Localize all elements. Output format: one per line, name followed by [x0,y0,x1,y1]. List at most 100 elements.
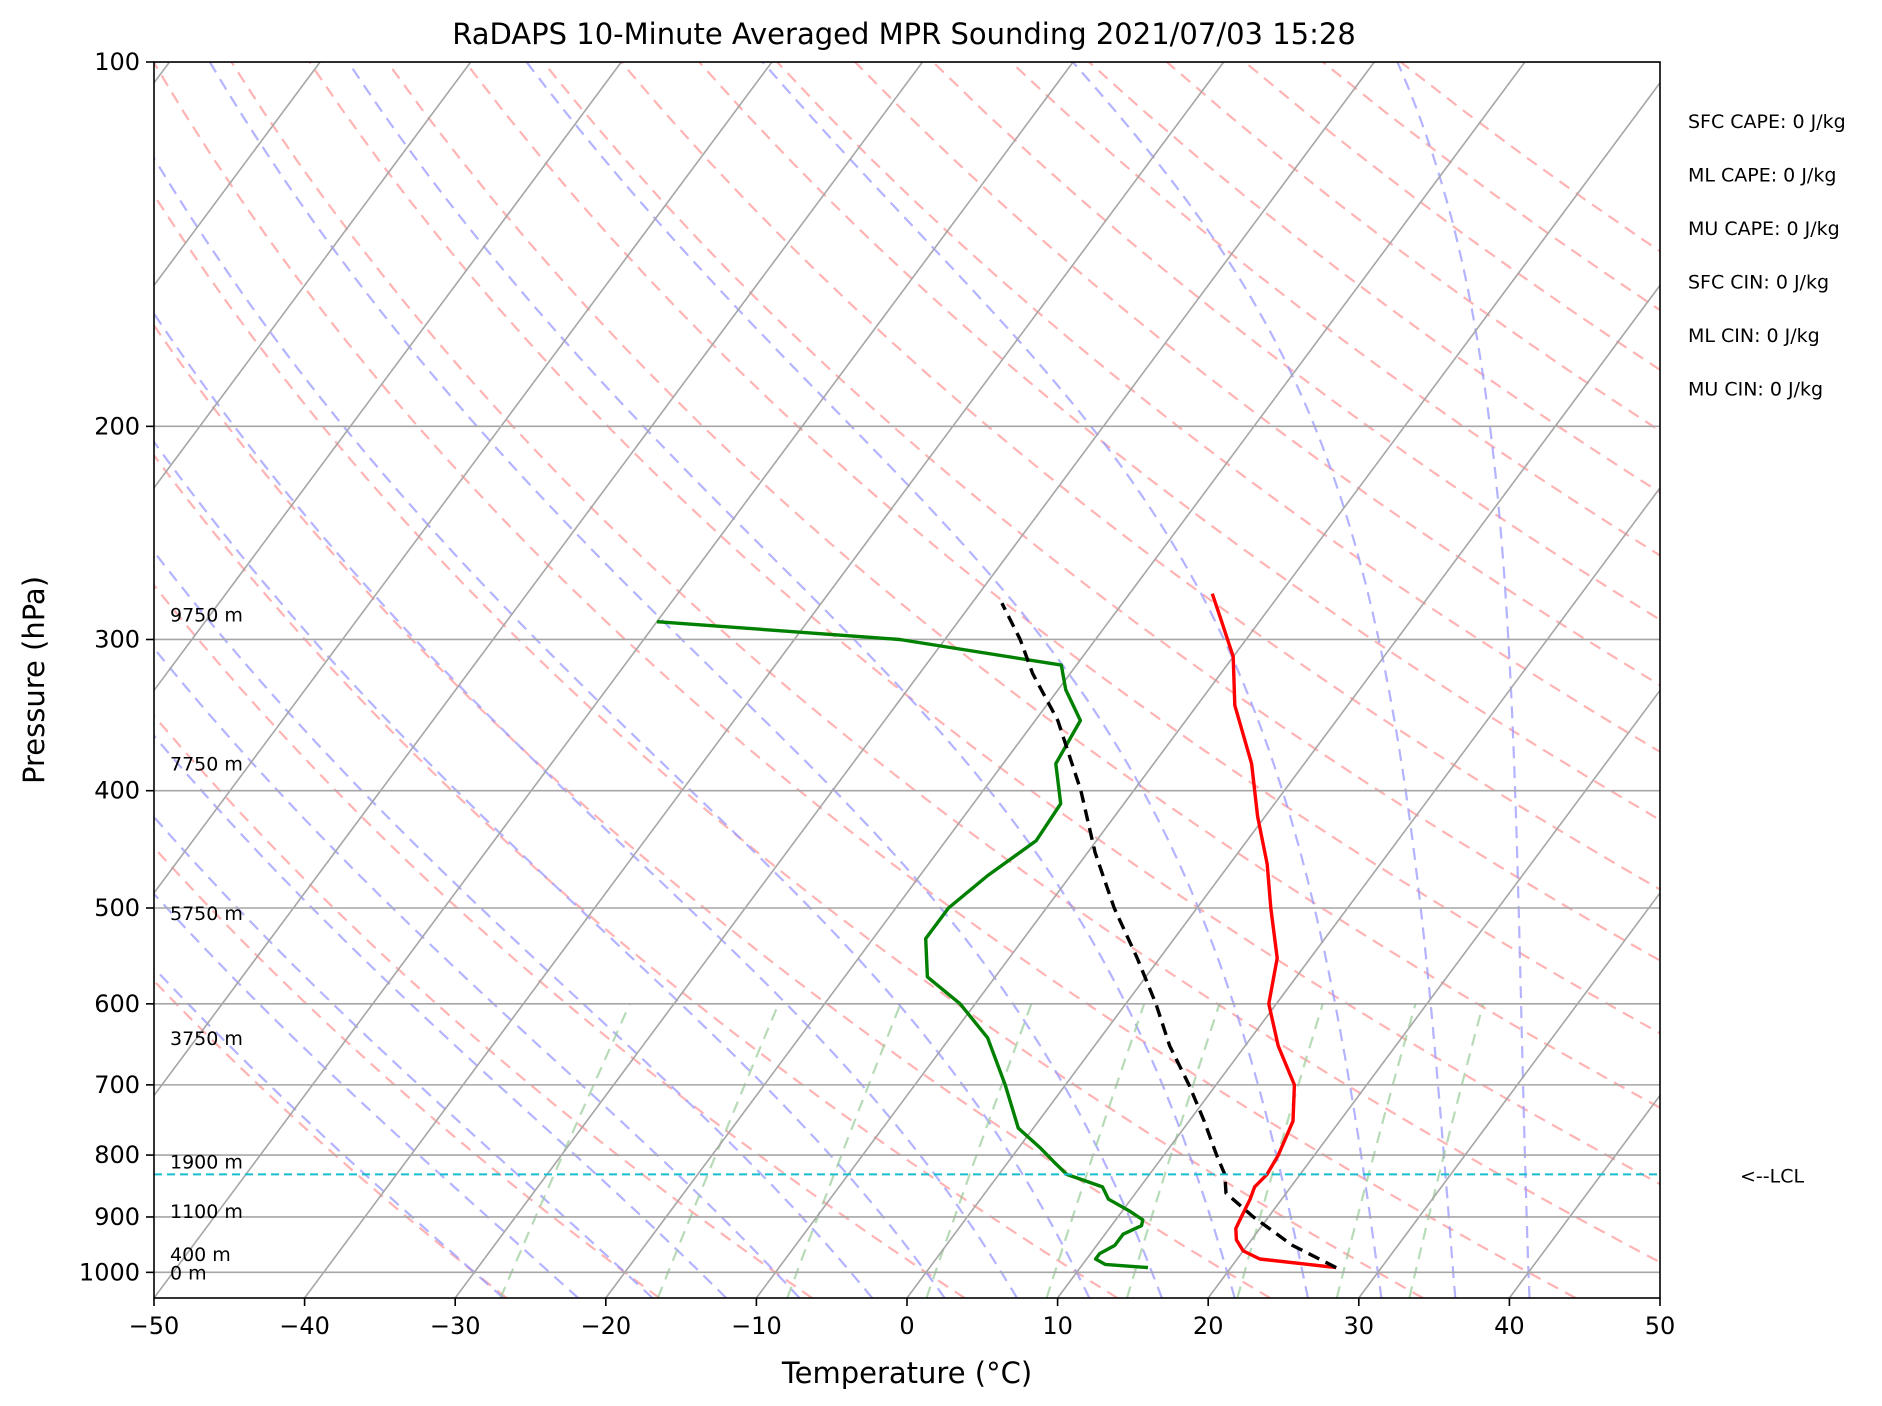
dry-adiabat-line [154,192,1424,1298]
moist-adiabat-line [154,549,874,1298]
isotherm-line [1508,1094,1660,1298]
x-tick-label: −20 [580,1312,631,1340]
dry-adiabat-line [1244,62,1660,372]
chart-title: RaDAPS 10-Minute Averaged MPR Sounding 2… [452,17,1356,51]
lcl-label: <--LCL [1740,1165,1804,1187]
mixing-ratio-line [1236,1003,1324,1298]
dry-adiabat-line [1322,62,1660,312]
moist-adiabat-line [761,62,1383,1298]
x-tick-label: 20 [1193,1312,1224,1340]
isotherm-line [1056,486,1660,1298]
moist-adiabat-line [154,734,727,1298]
isotherm-line [154,62,1074,1298]
height-label: 5750 m [170,903,243,925]
moist-adiabat-line [208,62,1163,1298]
y-tick-label: 400 [94,777,140,805]
parcel-profile-line [1000,602,1337,1270]
moist-adiabat-line [154,311,1018,1298]
y-tick-label: 600 [94,990,140,1018]
moist-adiabat-line [154,966,505,1298]
height-label: 1900 m [170,1152,243,1174]
stat-annotation: MU CIN: 0 J/kg [1688,379,1823,401]
moist-adiabat-line [154,892,579,1298]
dry-adiabat-line [464,62,1660,1035]
dry-adiabat-line [154,583,966,1298]
mixing-ratio-line [656,1003,780,1298]
isotherm-line [154,62,321,287]
stat-annotation: SFC CIN: 0 J/kg [1688,272,1829,294]
dry-adiabat-line [854,62,1660,687]
y-tick-label: 500 [94,894,140,922]
x-tick-label: 0 [899,1312,914,1340]
stat-annotations: SFC CAPE: 0 J/kg ML CAPE: 0 J/kg MU CAPE: … [1688,111,1846,401]
dry-adiabat-line [154,62,1577,1298]
mixing-ratio-line [925,1003,1033,1298]
dry-adiabat-line [620,62,1660,891]
moist-adiabat-line [525,62,1309,1298]
mixing-ratio-line [1045,1003,1146,1298]
x-tick-label: 40 [1494,1312,1525,1340]
isotherm-line [454,62,1375,1298]
isotherm-line [303,62,1225,1298]
dry-adiabat-line [230,62,1660,1264]
x-tick-label: −10 [731,1312,782,1340]
isotherm-line [755,81,1660,1298]
moist-adiabat-line [154,440,946,1298]
x-tick-label: 10 [1042,1312,1073,1340]
mixing-ratio-line [499,1003,631,1298]
dry-adiabat-line [154,453,1119,1298]
y-tick-label: 100 [94,48,140,76]
dry-adiabat-line [154,979,508,1298]
isotherm-line [1358,891,1660,1298]
y-tick-label: 200 [94,412,140,440]
dry-adiabat-line [776,62,1660,754]
y-tick-label: 700 [94,1071,140,1099]
height-label: 9750 m [170,604,243,626]
x-tick-label: −50 [129,1312,180,1340]
isotherm-line [906,284,1660,1298]
isotherm-line [154,62,924,1097]
y-tick-label: 800 [94,1141,140,1169]
moist-adiabat-line [154,815,654,1298]
isotherm-line [1659,1296,1660,1298]
dry-adiabat-line [154,845,661,1298]
height-label: 400 m [170,1244,231,1266]
x-tick-label: 30 [1344,1312,1375,1340]
dry-adiabat-line [154,714,813,1298]
mixing-ratio-line [1125,1003,1221,1298]
dry-adiabat-line [932,62,1660,622]
x-tick-label: −30 [430,1312,481,1340]
dry-adiabat-line [698,62,1660,822]
background-lines [154,62,1882,1298]
height-label: 1100 m [170,1201,243,1223]
moist-adiabat-line [1396,62,1531,1298]
stat-annotation: MU CAPE: 0 J/kg [1688,218,1840,240]
isotherm-line [154,62,773,895]
height-label: 0 m [170,1262,207,1284]
x-axis-label: Temperature (°C) [781,1356,1032,1390]
isotherm-line [1811,62,1882,1298]
isotherm-line [154,62,622,692]
dry-adiabat-line [308,62,1660,1186]
temperature-profile-line [1210,593,1337,1270]
y-tick-label: 300 [94,625,140,653]
y-axis-label: Pressure (hPa) [17,576,51,784]
moist-adiabat-line [347,62,1236,1298]
mixing-ratio-line [1335,1003,1417,1298]
mixing-ratio-line [1408,1003,1485,1298]
x-tick-label: −40 [279,1312,330,1340]
dewpoint-profile-line [656,620,1149,1270]
x-axis: −50 −40 −30 −20 −10 0 10 20 30 40 50 [129,1298,1676,1340]
height-label: 3750 m [170,1028,243,1050]
stat-annotation: SFC CAPE: 0 J/kg [1688,111,1846,133]
dry-adiabat-line [1400,62,1660,253]
series-layer [154,593,1660,1270]
stat-annotation: ML CIN: 0 J/kg [1688,325,1820,347]
dry-adiabat-line [1010,62,1660,557]
mixing-ratio-line [786,1003,902,1298]
height-label: 7750 m [170,754,243,776]
y-tick-label: 1000 [79,1258,140,1286]
x-tick-label: 50 [1645,1312,1676,1340]
